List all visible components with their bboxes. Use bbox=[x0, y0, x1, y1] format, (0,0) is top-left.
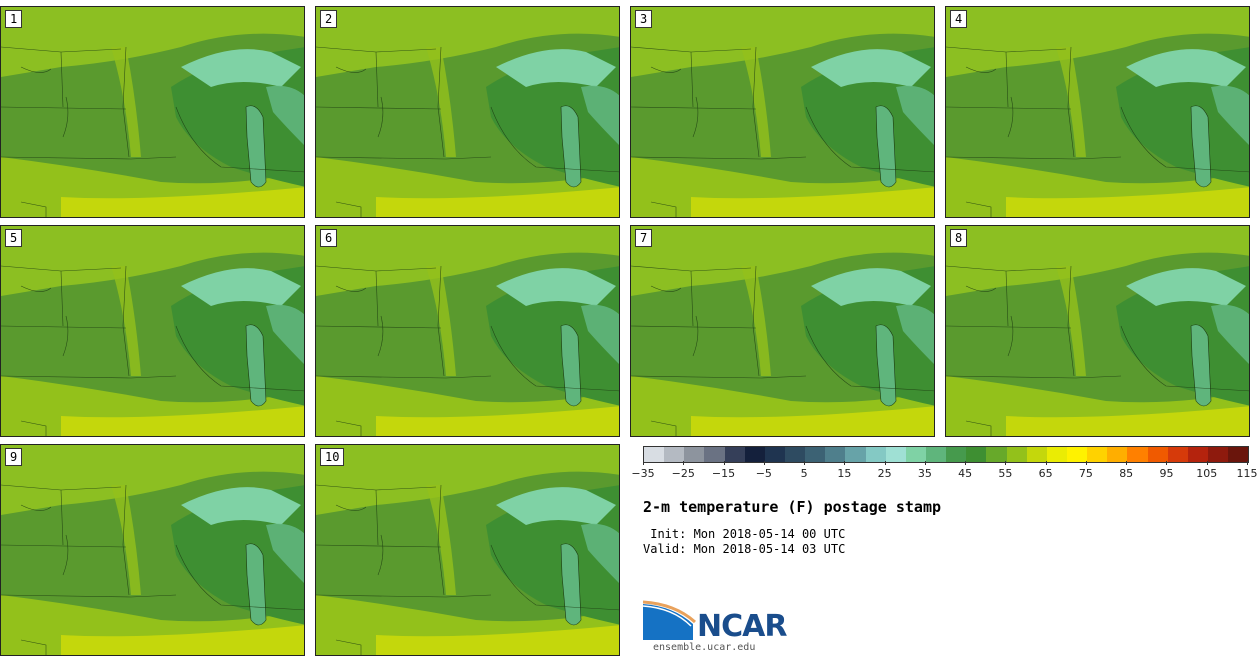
panel-number-label: 7 bbox=[635, 229, 653, 247]
colorbar-swatch bbox=[905, 447, 926, 462]
map-panel-6: 6 bbox=[315, 225, 620, 437]
colorbar-swatch bbox=[1087, 447, 1108, 462]
colorbar-swatch bbox=[1026, 447, 1047, 462]
colorbar-swatch bbox=[966, 447, 987, 462]
colorbar-swatch bbox=[925, 447, 947, 462]
temperature-colorbar bbox=[643, 446, 1249, 463]
colorbar-swatch bbox=[946, 447, 967, 462]
panel-number-label: 4 bbox=[950, 10, 968, 28]
colorbar-tick-label: −25 bbox=[671, 467, 695, 480]
colorbar-tick-label: 15 bbox=[837, 467, 852, 480]
colorbar-tick-label: 5 bbox=[800, 467, 808, 480]
panel-number-label: 1 bbox=[5, 10, 23, 28]
colorbar-swatch bbox=[1046, 447, 1067, 462]
map-panel-10: 10 bbox=[315, 444, 620, 656]
colorbar-tick bbox=[1247, 461, 1248, 465]
colorbar-tick bbox=[1206, 461, 1208, 465]
colorbar-swatch bbox=[885, 447, 906, 462]
colorbar-swatch bbox=[704, 447, 725, 462]
figure-title: 2-m temperature (F) postage stamp bbox=[643, 498, 942, 516]
colorbar-tick bbox=[643, 461, 644, 465]
panel-number-label: 6 bbox=[320, 229, 338, 247]
colorbar-swatch bbox=[1066, 447, 1088, 462]
colorbar-tick-label: −15 bbox=[711, 467, 736, 480]
colorbar-swatch bbox=[784, 447, 806, 462]
map-panel-3: 3 bbox=[630, 6, 935, 218]
colorbar-tick bbox=[683, 461, 685, 465]
colorbar-swatch bbox=[1006, 447, 1027, 462]
colorbar-tick-label: 45 bbox=[958, 467, 973, 480]
colorbar-tick-label: 25 bbox=[877, 467, 892, 480]
colorbar-tick-label: 85 bbox=[1119, 467, 1134, 480]
colorbar-tick-label: 75 bbox=[1078, 467, 1093, 480]
colorbar-tick bbox=[924, 461, 926, 465]
colorbar-swatch bbox=[664, 447, 685, 462]
colorbar-tick-label: 35 bbox=[917, 467, 932, 480]
init-time: Init: Mon 2018-05-14 00 UTC bbox=[643, 527, 846, 541]
colorbar-swatch bbox=[805, 447, 826, 462]
panel-number-label: 5 bbox=[5, 229, 23, 247]
colorbar-tick-label: −5 bbox=[755, 467, 772, 480]
colorbar-tick bbox=[1085, 461, 1087, 465]
colorbar-swatch bbox=[1107, 447, 1128, 462]
ncar-logo-icon bbox=[643, 600, 697, 640]
colorbar-tick bbox=[1045, 461, 1047, 465]
colorbar-tick bbox=[1166, 461, 1168, 465]
panel-number-label: 3 bbox=[635, 10, 653, 28]
map-panel-4: 4 bbox=[945, 6, 1250, 218]
colorbar-swatch bbox=[1127, 447, 1148, 462]
colorbar-tick bbox=[1126, 461, 1128, 465]
colorbar-swatch bbox=[684, 447, 705, 462]
colorbar-tick bbox=[804, 461, 806, 465]
colorbar-swatch bbox=[1167, 447, 1188, 462]
map-panel-1: 1 bbox=[0, 6, 305, 218]
map-panel-5: 5 bbox=[0, 225, 305, 437]
colorbar-tick-label: 55 bbox=[998, 467, 1013, 480]
colorbar-tick bbox=[844, 461, 846, 465]
colorbar-swatch bbox=[986, 447, 1007, 462]
map-panel-2: 2 bbox=[315, 6, 620, 218]
colorbar-tick-label: −35 bbox=[631, 467, 655, 480]
colorbar-tick-label: 105 bbox=[1196, 467, 1218, 480]
colorbar-tick-label: 65 bbox=[1038, 467, 1053, 480]
colorbar-swatch bbox=[724, 447, 745, 462]
colorbar-swatch bbox=[1147, 447, 1168, 462]
panel-number-label: 9 bbox=[5, 448, 23, 466]
colorbar-swatch bbox=[865, 447, 886, 462]
colorbar-swatch bbox=[1207, 447, 1229, 462]
colorbar-swatch bbox=[825, 447, 846, 462]
ncar-logo-text: NCAR bbox=[697, 609, 787, 644]
panel-number-label: 2 bbox=[320, 10, 338, 28]
colorbar-swatch bbox=[744, 447, 765, 462]
valid-time: Valid: Mon 2018-05-14 03 UTC bbox=[643, 542, 846, 556]
colorbar-tick bbox=[884, 461, 886, 465]
colorbar-tick-label: 95 bbox=[1159, 467, 1174, 480]
site-url: ensemble.ucar.edu bbox=[653, 642, 756, 653]
map-panel-9: 9 bbox=[0, 444, 305, 656]
colorbar-tick bbox=[965, 461, 967, 465]
map-panel-8: 8 bbox=[945, 225, 1250, 437]
colorbar-tick bbox=[1005, 461, 1007, 465]
map-panel-7: 7 bbox=[630, 225, 935, 437]
colorbar-swatch bbox=[1187, 447, 1208, 462]
colorbar-swatch bbox=[644, 447, 665, 462]
colorbar-tick bbox=[723, 461, 725, 465]
colorbar-tick bbox=[763, 461, 765, 465]
colorbar-tick-label: 115 bbox=[1236, 467, 1258, 480]
panel-number-label: 8 bbox=[950, 229, 968, 247]
colorbar-swatch bbox=[845, 447, 866, 462]
panel-number-label: 10 bbox=[320, 448, 345, 466]
colorbar-swatch bbox=[1228, 447, 1249, 462]
colorbar-swatch bbox=[764, 447, 785, 462]
